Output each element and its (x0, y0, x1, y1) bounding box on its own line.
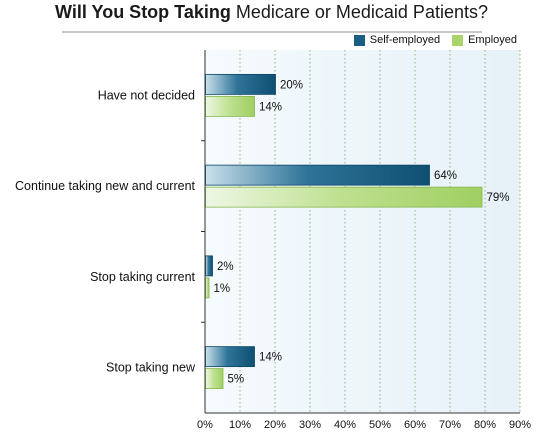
legend-label-self-employed: Self-employed (369, 34, 441, 46)
x-tick-label-40pct: 40% (334, 419, 356, 431)
x-tick-label-20pct: 20% (264, 419, 286, 431)
legend-swatch-employed (452, 34, 464, 46)
bar-self-employed (205, 346, 255, 368)
bar-self-employed (205, 73, 276, 95)
category-label: Continue taking new and current (15, 179, 196, 193)
x-tick-label-50pct: 50% (369, 419, 391, 431)
plot-background (205, 50, 520, 413)
x-tick-label-30pct: 30% (299, 419, 321, 431)
category-label: Stop taking new (106, 361, 196, 375)
chart-title-bold: Will You Stop Taking (55, 2, 231, 22)
axes (201, 50, 520, 414)
grid-lines (239, 50, 521, 413)
bar-self-employed (205, 164, 430, 186)
value-label-employed: 79% (487, 192, 510, 204)
legend-item-employed: Employed (452, 34, 517, 46)
legend-item-self-employed: Self-employed (353, 34, 441, 46)
chart-legend: Self-employed Employed (353, 34, 517, 46)
value-label-self-employed: 64% (434, 170, 457, 182)
value-label-self-employed: 20% (280, 79, 303, 91)
category-label: Have not decided (98, 88, 195, 102)
category-label: Stop taking current (90, 270, 195, 284)
legend-swatch-self-employed (353, 34, 365, 46)
legend-label-employed: Employed (468, 34, 517, 46)
value-label-employed: 1% (214, 283, 231, 295)
value-label-self-employed: 14% (259, 352, 282, 364)
x-tick-label-0pct: 0% (197, 419, 213, 431)
bar-self-employed (205, 255, 213, 277)
x-tick-label-80pct: 80% (474, 419, 496, 431)
bar-employed (205, 95, 255, 117)
chart-title: Will You Stop Taking Medicare or Medicai… (0, 2, 543, 23)
chart-title-rest: Medicare or Medicaid Patients? (230, 2, 488, 22)
x-tick-label-10pct: 10% (229, 419, 251, 431)
x-tick-label-70pct: 70% (439, 419, 461, 431)
value-label-employed: 14% (259, 101, 282, 113)
x-tick-label-90pct: 90% (509, 419, 531, 431)
bar-employed (205, 368, 224, 390)
x-tick-label-60pct: 60% (404, 419, 426, 431)
bars (205, 73, 483, 390)
labels: 0% 10% 20% 30% 40% 50% 60% 70% 80% 90% Have not de… (15, 79, 531, 431)
title-divider (62, 31, 482, 33)
value-label-self-employed: 2% (217, 261, 234, 273)
value-label-employed: 5% (228, 374, 245, 386)
bar-employed (205, 277, 210, 299)
bar-employed (205, 186, 483, 208)
